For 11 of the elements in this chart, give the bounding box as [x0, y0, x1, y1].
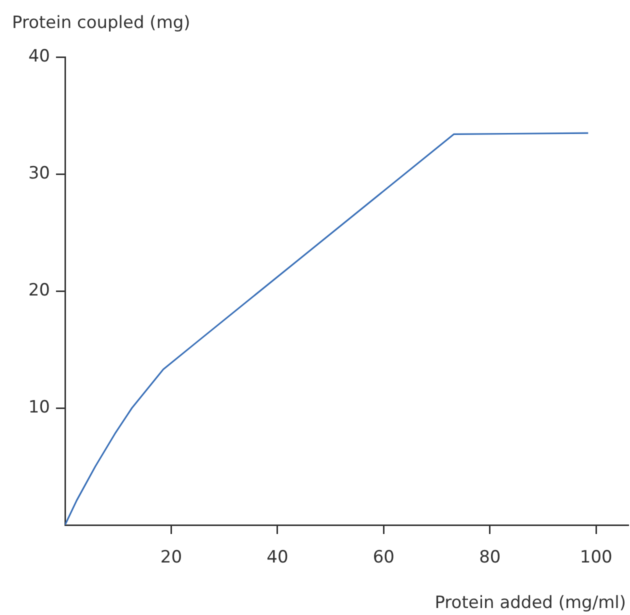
x-tick-label: 40	[266, 548, 288, 568]
x-tick-label: 60	[372, 548, 394, 568]
x-tick-label: 80	[479, 548, 501, 568]
x-tick-label: 20	[160, 548, 182, 568]
y-tick-label: 10	[28, 397, 50, 418]
x-tick-label: 100	[580, 548, 612, 568]
y-tick-label: 40	[28, 46, 50, 66]
y-tick-label: 20	[28, 280, 50, 300]
y-axis-title: Protein coupled (mg)	[12, 12, 190, 33]
x-axis-title: Protein added (mg/ml)	[434, 592, 626, 613]
y-tick-label: 30	[28, 163, 50, 184]
